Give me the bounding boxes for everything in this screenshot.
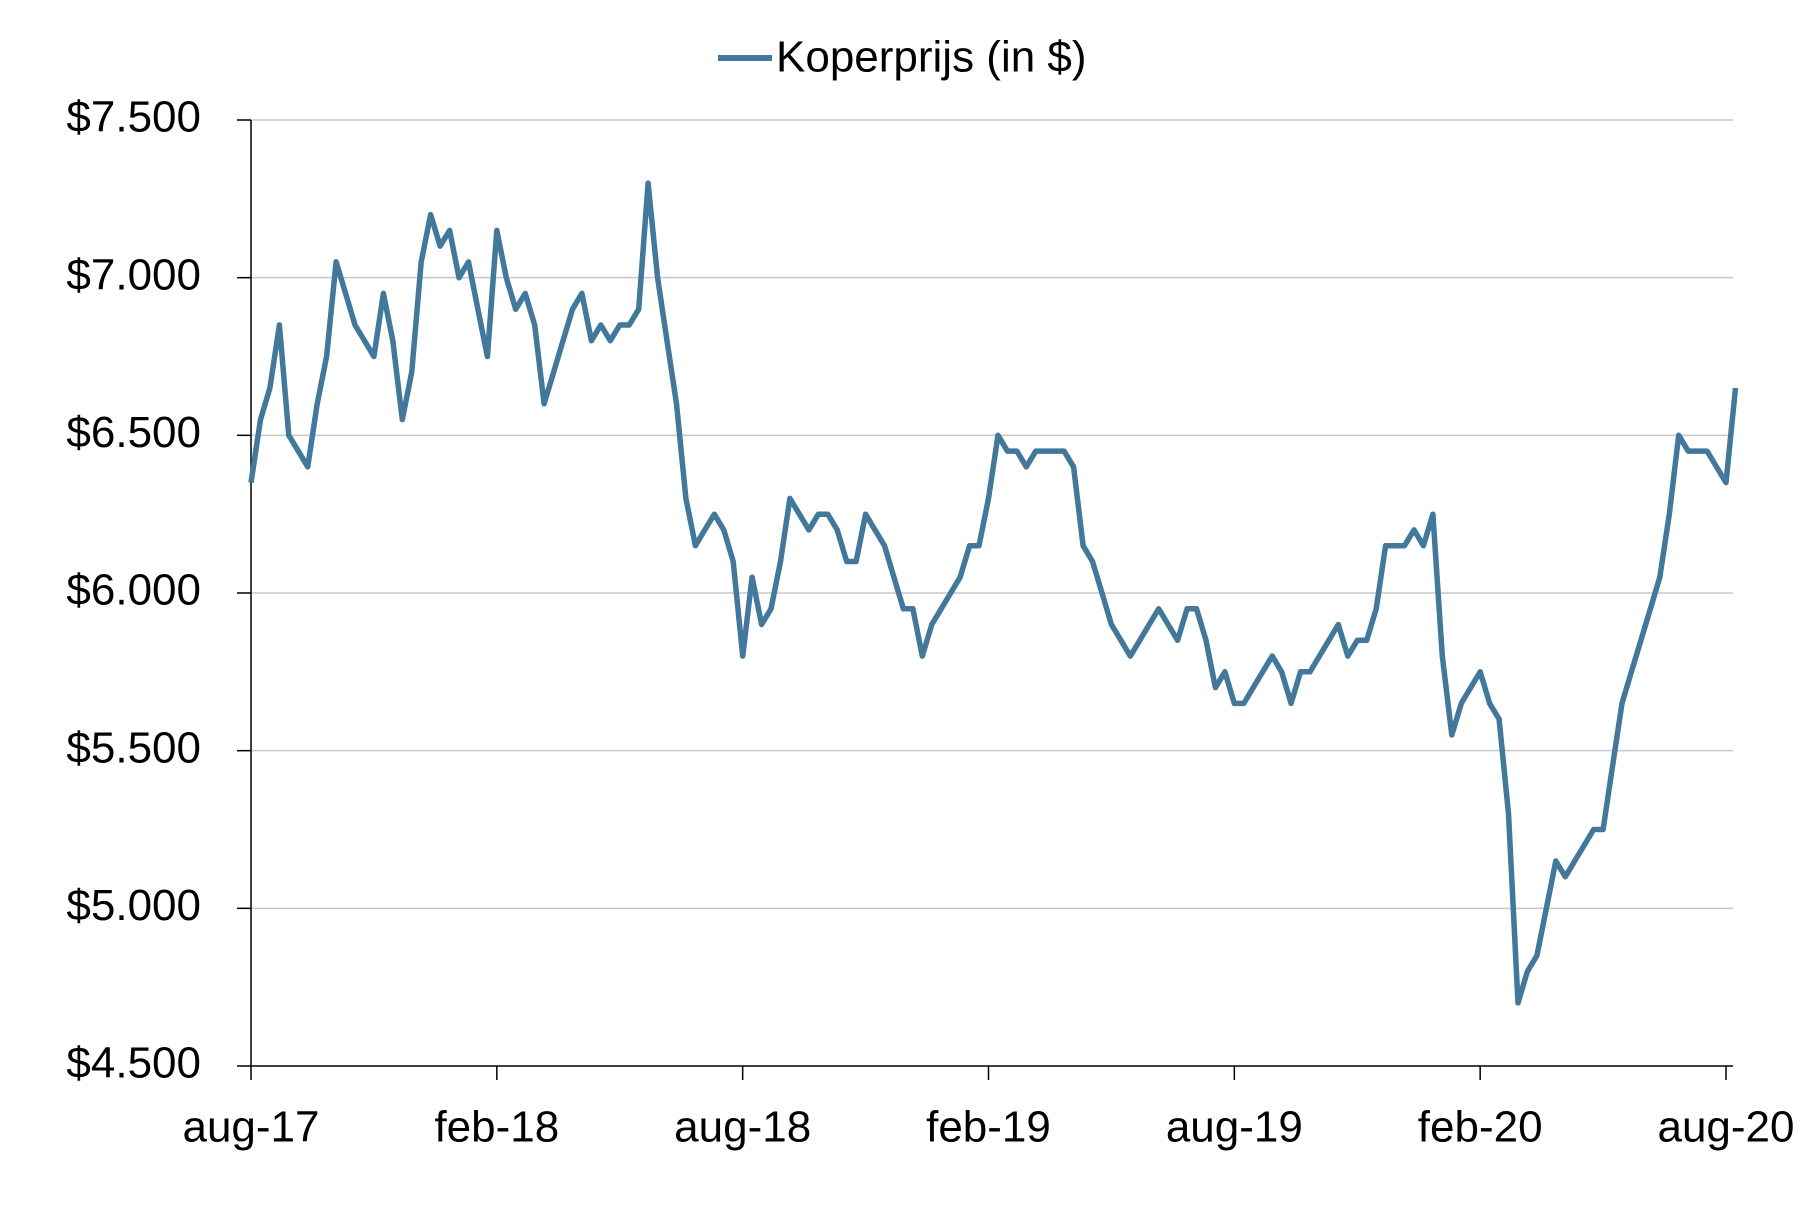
y-tick-label: $4.500 — [66, 1039, 201, 1088]
y-tick-label: $5.000 — [66, 881, 201, 930]
x-tick-label: aug-17 — [182, 1103, 319, 1152]
y-tick-label: $6.000 — [66, 566, 201, 615]
y-tick-label: $7.000 — [66, 250, 201, 299]
x-tick-label: feb-19 — [926, 1103, 1051, 1152]
price-line — [248, 180, 1739, 1006]
x-tick-label: aug-19 — [1166, 1103, 1303, 1152]
legend-label: Koperprijs (in $) — [776, 33, 1087, 82]
y-tick-label: $6.500 — [66, 408, 201, 457]
x-tick-label: feb-18 — [434, 1103, 559, 1152]
y-tick-label: $5.500 — [66, 723, 201, 772]
x-tick-label: aug-20 — [1657, 1103, 1794, 1152]
x-tick-label: aug-18 — [674, 1103, 811, 1152]
y-tick-label: $7.500 — [66, 93, 201, 142]
x-tick-label: feb-20 — [1418, 1103, 1543, 1152]
